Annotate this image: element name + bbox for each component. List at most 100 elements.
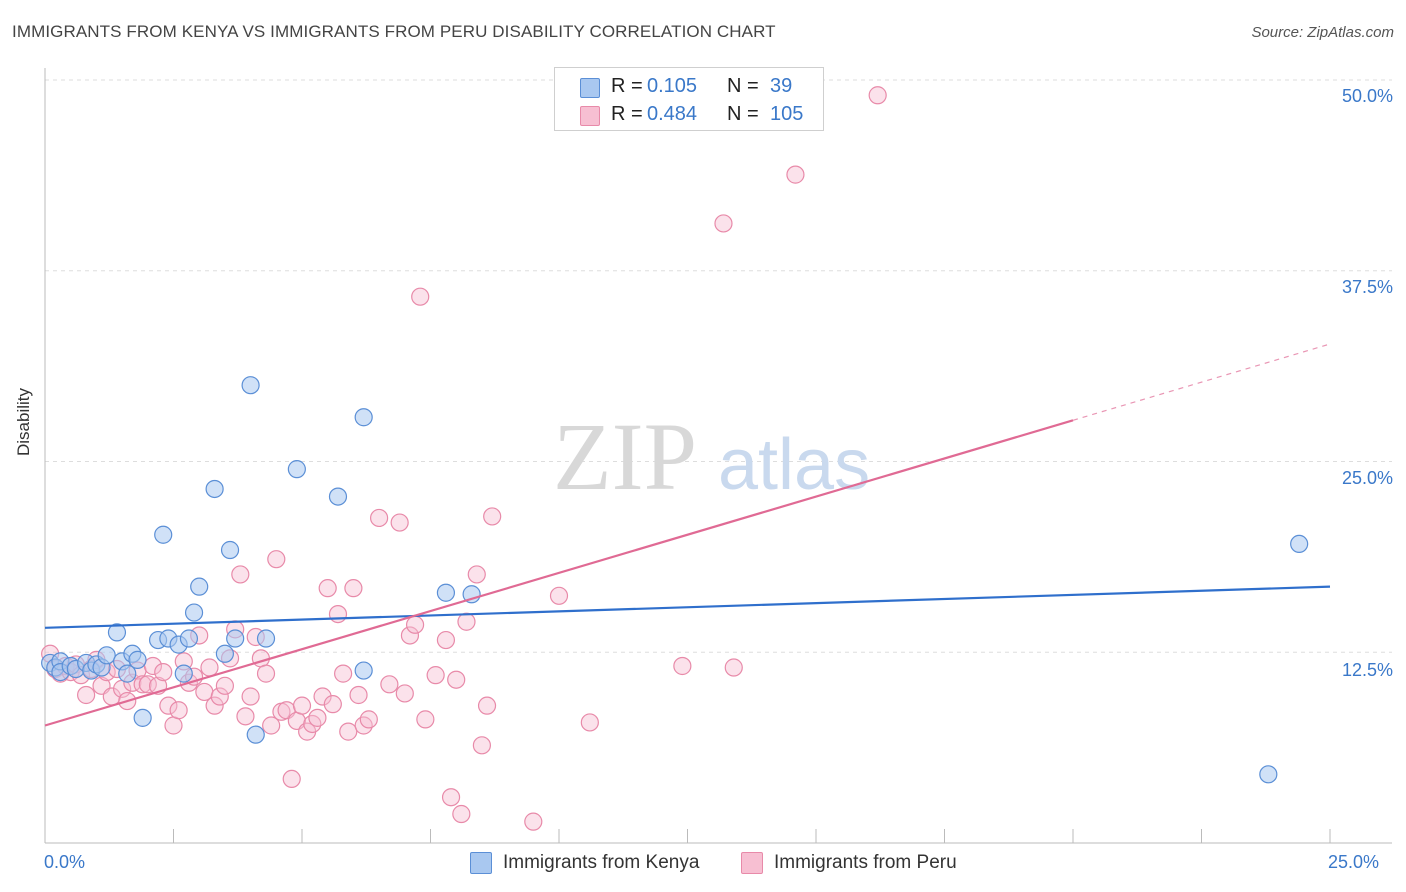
peru-point xyxy=(215,676,234,695)
y-tick-label: 50.0% xyxy=(1341,86,1393,106)
peru-legend-label: Immigrants from Peru xyxy=(774,852,957,873)
peru-swatch xyxy=(580,106,600,126)
peru-point xyxy=(241,687,260,706)
peru-point xyxy=(236,707,255,726)
peru-point xyxy=(143,656,163,676)
kenya-point xyxy=(354,408,373,427)
kenya-point xyxy=(436,583,456,602)
peru-point xyxy=(328,604,348,624)
peru-point xyxy=(370,508,389,528)
axes xyxy=(44,68,1392,844)
kenya-points xyxy=(41,376,1309,784)
peru-point xyxy=(467,565,486,584)
legend-n-label: N = xyxy=(727,75,759,97)
y-axis-label: Disability xyxy=(14,387,33,456)
legend-n-value: 39 xyxy=(770,75,793,97)
legend-row-peru: R = 0.484 N = 105 xyxy=(555,101,823,129)
peru-point xyxy=(169,701,188,720)
kenya-point xyxy=(118,664,137,683)
kenya-point xyxy=(179,629,199,648)
kenya-point xyxy=(215,644,234,663)
y-tick-label: 12.5% xyxy=(1341,660,1393,680)
kenya-point xyxy=(256,629,276,648)
peru-point xyxy=(524,812,543,831)
peru-point xyxy=(308,708,327,727)
peru-point xyxy=(205,696,224,715)
y-tick-label: 25.0% xyxy=(1341,468,1393,488)
kenya-point xyxy=(226,629,245,648)
peru-point xyxy=(400,626,420,645)
peru-point xyxy=(436,630,456,650)
peru-trend-extension xyxy=(1072,343,1331,421)
peru-point xyxy=(133,675,152,694)
x-tick-label: 0.0% xyxy=(44,852,86,872)
kenya-legend-swatch xyxy=(470,852,492,874)
peru-point xyxy=(426,666,445,685)
peru-point xyxy=(441,788,461,807)
kenya-point xyxy=(246,725,265,744)
peru-legend-swatch xyxy=(741,852,763,874)
kenya-point xyxy=(184,603,204,622)
legend-r-label: R = xyxy=(611,75,643,97)
kenya-legend-label: Immigrants from Kenya xyxy=(503,852,700,873)
peru-point xyxy=(267,550,286,569)
kenya-point xyxy=(220,540,240,560)
kenya-point xyxy=(174,664,193,683)
peru-point xyxy=(77,685,96,705)
gridlines xyxy=(45,79,1392,653)
peru-point xyxy=(472,736,491,755)
legend-row-kenya: R = 0.105 N = 39 xyxy=(555,73,823,101)
peru-point xyxy=(457,612,476,631)
kenya-swatch xyxy=(580,78,600,98)
peru-point xyxy=(334,664,353,683)
legend-n-label: N = xyxy=(727,103,759,125)
kenya-point xyxy=(107,623,127,642)
peru-point xyxy=(380,675,399,694)
kenya-point xyxy=(154,525,173,544)
kenya-point xyxy=(241,376,260,395)
watermark: ZIP atlas xyxy=(553,403,870,510)
peru-point xyxy=(714,214,733,233)
peru-point xyxy=(323,695,342,714)
kenya-trend-line xyxy=(44,585,1331,629)
kenya-point xyxy=(1259,765,1278,784)
peru-point xyxy=(256,664,276,683)
watermark-atlas: atlas xyxy=(718,425,870,505)
peru-point xyxy=(159,696,178,715)
kenya-point xyxy=(133,708,152,727)
peru-point xyxy=(868,86,887,105)
peru-point xyxy=(200,658,219,677)
trend-lines xyxy=(44,343,1331,727)
peru-point xyxy=(154,662,173,682)
peru-point xyxy=(390,513,409,532)
peru-point xyxy=(580,713,599,732)
peru-point xyxy=(786,165,805,184)
peru-trend-line xyxy=(44,419,1074,727)
peru-point xyxy=(262,716,281,735)
x-tick-label: 25.0% xyxy=(1328,852,1380,872)
legend-r-value: 0.105 xyxy=(647,75,698,97)
kenya-point xyxy=(190,577,209,596)
peru-point xyxy=(344,579,363,598)
peru-point xyxy=(210,687,229,706)
peru-point xyxy=(339,722,358,741)
legend-n-value: 105 xyxy=(770,103,804,125)
peru-point xyxy=(282,769,301,789)
peru-point xyxy=(164,716,183,735)
peru-point xyxy=(549,586,569,605)
chart-source: Source: ZipAtlas.com xyxy=(1251,24,1394,41)
legend-r-value: 0.484 xyxy=(647,103,698,125)
y-tick-label: 37.5% xyxy=(1341,277,1393,297)
peru-point xyxy=(359,710,378,729)
peru-point xyxy=(231,565,250,584)
peru-point xyxy=(318,579,337,598)
peru-point xyxy=(416,710,435,729)
peru-point xyxy=(405,615,425,634)
kenya-point xyxy=(128,650,147,669)
peru-point xyxy=(447,670,466,689)
correlation-legend: R = 0.105 N = 39 R = 0.484 N = 105 xyxy=(554,67,824,131)
peru-point xyxy=(395,684,414,703)
watermark-zip: ZIP xyxy=(553,403,697,510)
peru-point xyxy=(477,696,497,715)
kenya-point xyxy=(287,460,306,479)
